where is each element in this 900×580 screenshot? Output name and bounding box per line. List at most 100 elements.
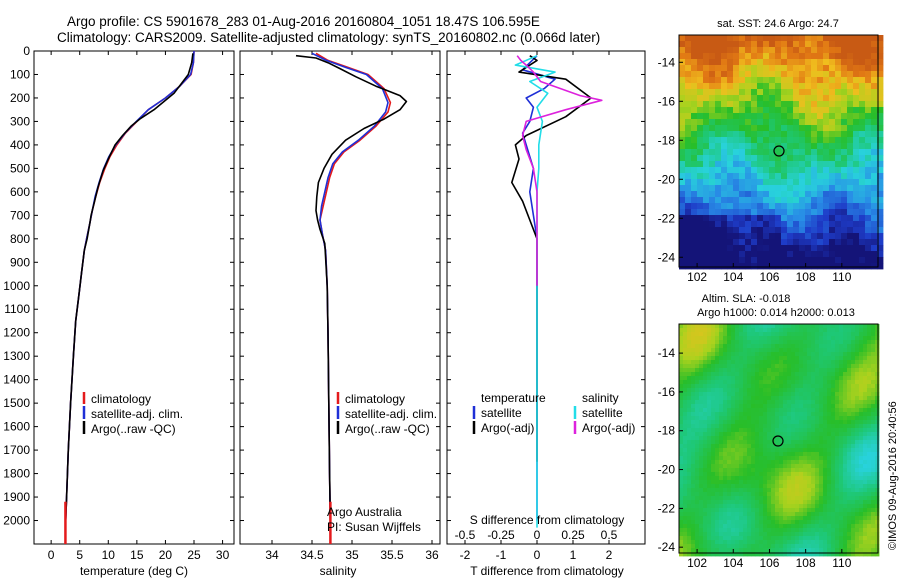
heatmap-cell: [707, 524, 712, 529]
heatmap-cell: [781, 143, 788, 150]
heatmap-cell: [793, 119, 800, 126]
heatmap-cell: [847, 416, 852, 421]
heatmap-cell: [795, 400, 800, 405]
heatmap-cell: [755, 496, 760, 501]
heatmap-cell: [859, 65, 866, 72]
heatmap-cell: [823, 352, 828, 357]
heatmap-cell: [735, 480, 740, 485]
heatmap-cell: [823, 420, 828, 425]
heatmap-cell: [739, 524, 744, 529]
heatmap-cell: [727, 356, 732, 361]
heatmap-cell: [859, 251, 866, 258]
heatmap-cell: [757, 131, 764, 138]
heatmap-cell: [831, 464, 836, 469]
heatmap-cell: [871, 352, 876, 357]
heatmap-cell: [871, 448, 876, 453]
heatmap-cell: [767, 380, 772, 385]
heatmap-cell: [679, 360, 684, 365]
heatmap-cell: [787, 197, 794, 204]
heatmap-cell: [719, 476, 724, 481]
heatmap-cell: [687, 364, 692, 369]
heatmap-cell: [865, 233, 872, 240]
heatmap-cell: [815, 480, 820, 485]
heatmap-cell: [727, 131, 734, 138]
heatmap-cell: [771, 412, 776, 417]
heatmap-cell: [829, 119, 836, 126]
heatmap-cell: [835, 384, 840, 389]
heatmap-cell: [851, 492, 856, 497]
heatmap-cell: [707, 500, 712, 505]
heatmap-cell: [719, 460, 724, 465]
heatmap-cell: [775, 340, 780, 345]
heatmap-cell: [847, 149, 854, 156]
heatmap-cell: [805, 113, 812, 120]
heatmap-cell: [815, 548, 820, 553]
heatmap-cell: [751, 65, 758, 72]
heatmap-cell: [721, 251, 728, 258]
heatmap-cell: [841, 191, 848, 198]
heatmap-cell: [751, 428, 756, 433]
heatmap-cell: [799, 131, 806, 138]
heatmap-cell: [757, 143, 764, 150]
heatmap-cell: [755, 452, 760, 457]
heatmap-cell: [769, 239, 776, 246]
heatmap-cell: [859, 336, 864, 341]
heatmap-cell: [707, 392, 712, 397]
heatmap-cell: [835, 137, 842, 144]
heatmap-cell: [811, 332, 816, 337]
heatmap-cell: [723, 344, 728, 349]
depth-tick-label: 1200: [3, 326, 30, 340]
heatmap-cell: [739, 408, 744, 413]
heatmap-cell: [859, 203, 866, 210]
heatmap-cell: [775, 464, 780, 469]
heatmap-cell: [795, 460, 800, 465]
heatmap-cell: [799, 324, 804, 329]
heatmap-cell: [707, 552, 712, 557]
heatmap-cell: [775, 185, 782, 192]
heatmap-cell: [877, 179, 884, 186]
heatmap-cell: [759, 368, 764, 373]
heatmap-cell: [735, 404, 740, 409]
heatmap-cell: [703, 251, 710, 258]
heatmap-cell: [805, 41, 812, 48]
heatmap-cell: [699, 344, 704, 349]
heatmap-cell: [817, 209, 824, 216]
heatmap-cell: [847, 356, 852, 361]
heatmap-cell: [799, 540, 804, 545]
heatmap-cell: [685, 71, 692, 78]
heatmap-cell: [703, 404, 708, 409]
heatmap-cell: [839, 388, 844, 393]
heatmap-cell: [721, 173, 728, 180]
heatmap-cell: [763, 476, 768, 481]
heatmap-cell: [723, 432, 728, 437]
heatmap-cell: [799, 380, 804, 385]
heatmap-cell: [867, 460, 872, 465]
heatmap-cell: [767, 488, 772, 493]
heatmap-cell: [875, 532, 880, 537]
heatmap-cell: [847, 215, 854, 222]
heatmap-cell: [819, 500, 824, 505]
heatmap-cell: [871, 239, 878, 246]
heatmap-cell: [823, 41, 830, 48]
heatmap-cell: [841, 245, 848, 252]
heatmap-cell: [779, 348, 784, 353]
heatmap-cell: [695, 380, 700, 385]
heatmap-cell: [747, 520, 752, 525]
heatmap-cell: [823, 528, 828, 533]
heatmap-cell: [779, 548, 784, 553]
heatmap-cell: [747, 528, 752, 533]
heatmap-cell: [835, 432, 840, 437]
heatmap-cell: [775, 336, 780, 341]
heatmap-cell: [763, 500, 768, 505]
heatmap-cell: [867, 392, 872, 397]
heatmap-cell: [695, 464, 700, 469]
heatmap-cell: [871, 119, 878, 126]
heatmap-cell: [769, 35, 776, 42]
heatmap-cell: [815, 392, 820, 397]
heatmap-cell: [811, 356, 816, 361]
heatmap-cell: [799, 512, 804, 517]
heatmap-cell: [691, 179, 698, 186]
heatmap-cell: [723, 492, 728, 497]
heatmap-cell: [853, 119, 860, 126]
heatmap-cell: [795, 548, 800, 553]
